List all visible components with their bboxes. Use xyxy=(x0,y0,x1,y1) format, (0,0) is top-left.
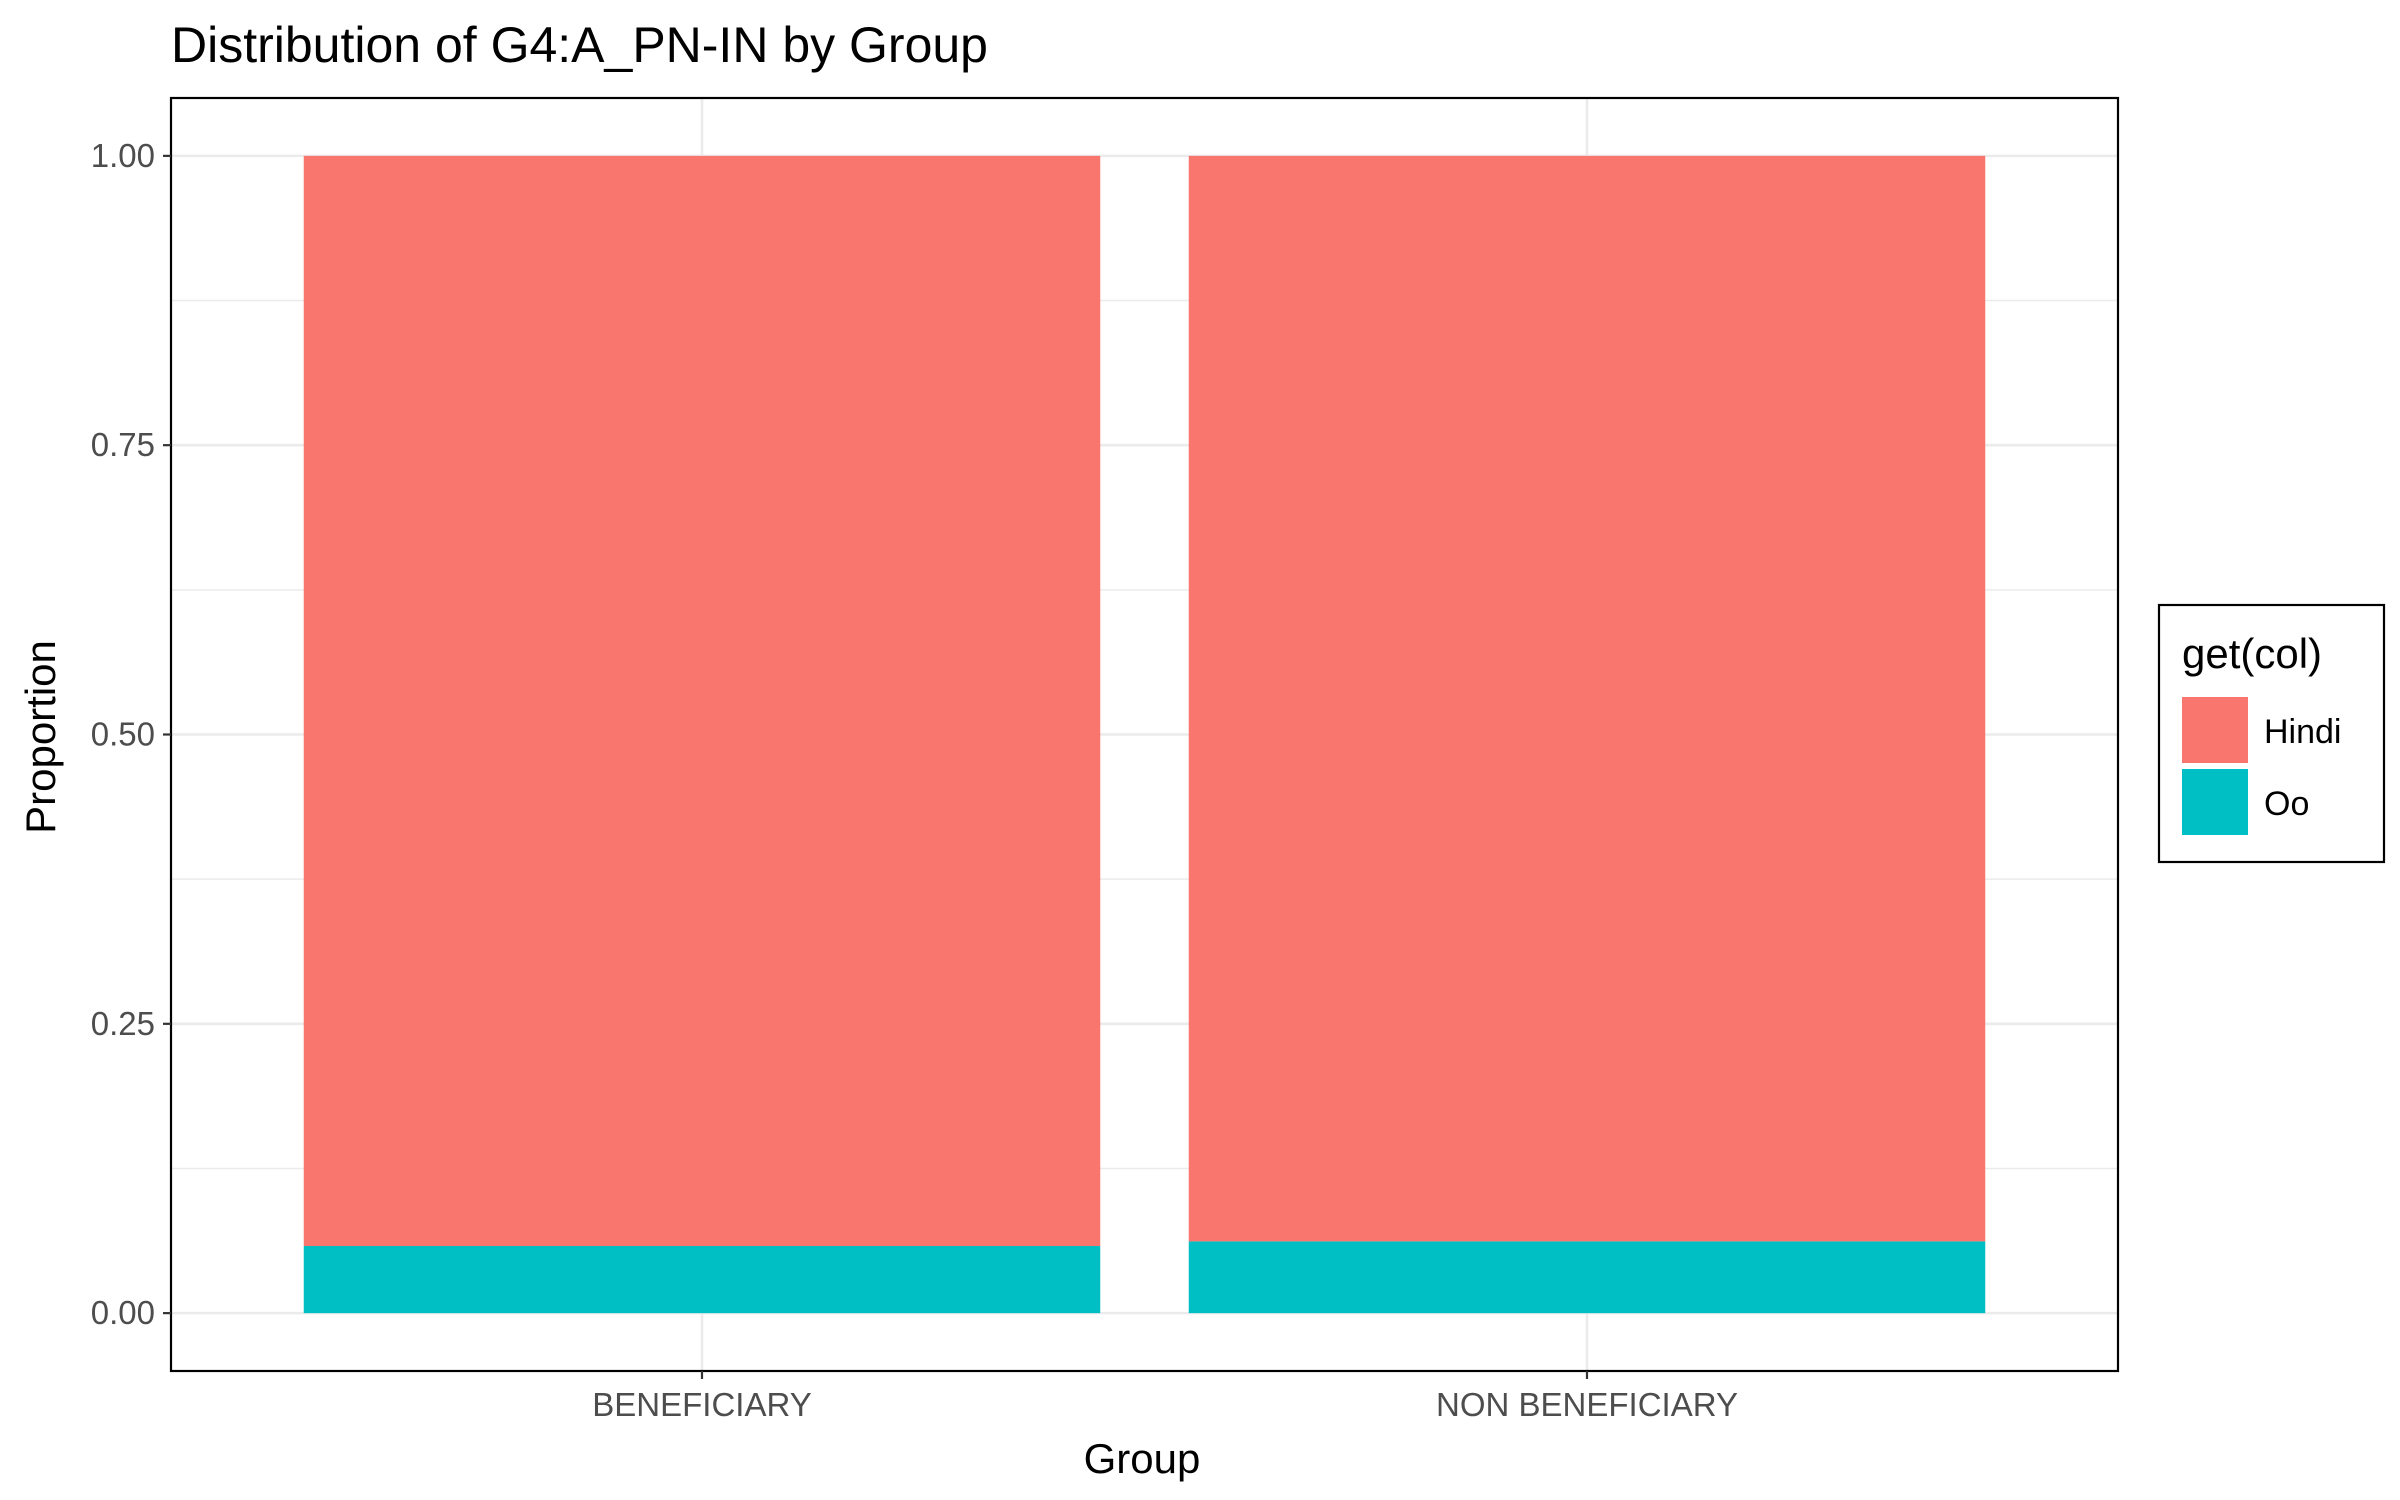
x-axis-title: Group xyxy=(1084,1435,1201,1482)
bars xyxy=(303,155,1986,1314)
legend: get(col) Hindi Oo xyxy=(2157,603,2386,864)
chart-title: Distribution of G4:A_PN-IN by Group xyxy=(171,17,988,73)
y-axis-title: Proportion xyxy=(17,640,64,834)
legend-title: get(col) xyxy=(2182,630,2322,677)
legend-label-oo: Oo xyxy=(2264,785,2309,823)
bar-oo-beneficiary xyxy=(303,1246,1101,1314)
bar-hindi-non-beneficiary xyxy=(1188,155,1986,1242)
y-tick-label: 0.75 xyxy=(91,426,155,463)
y-tick-label: 0.50 xyxy=(91,716,155,753)
bar-hindi-beneficiary xyxy=(303,155,1101,1247)
x-tick-label: NON BENEFICIARY xyxy=(1436,1386,1738,1423)
y-axis-ticks: 0.00 0.25 0.50 0.75 1.00 xyxy=(91,137,171,1331)
y-tick-label: 1.00 xyxy=(91,137,155,174)
legend-items: Hindi Oo xyxy=(2182,697,2341,835)
legend-key-oo xyxy=(2182,769,2248,835)
y-tick-label: 0.00 xyxy=(91,1294,155,1331)
legend-label-hindi: Hindi xyxy=(2264,713,2341,751)
legend-key-hindi xyxy=(2182,697,2248,763)
bar-oo-non-beneficiary xyxy=(1188,1241,1986,1314)
x-axis-ticks: BENEFICIARY NON BENEFICIARY xyxy=(592,1371,1738,1423)
x-tick-label: BENEFICIARY xyxy=(592,1386,811,1423)
y-tick-label: 0.25 xyxy=(91,1005,155,1042)
